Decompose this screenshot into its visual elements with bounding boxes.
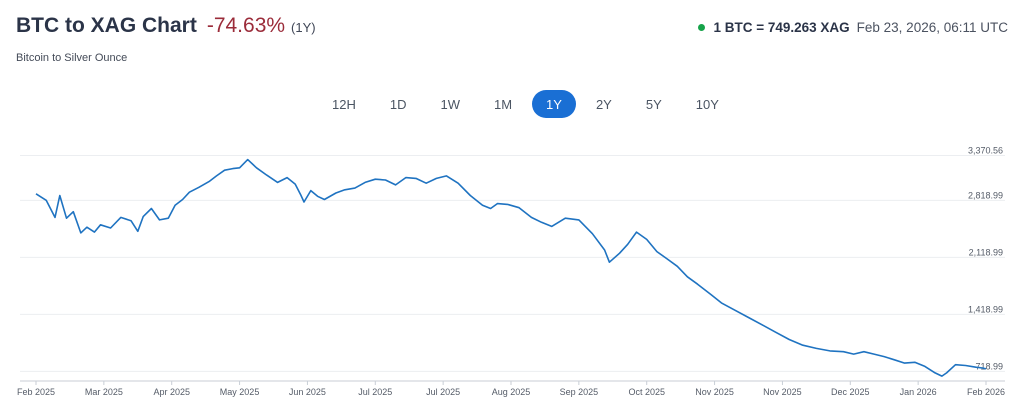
x-tick-label: Sep 2025: [560, 387, 599, 397]
range-button-1w[interactable]: 1W: [426, 90, 474, 118]
x-tick-label: Jul 2025: [426, 387, 460, 397]
range-button-1d[interactable]: 1D: [376, 90, 421, 118]
x-tick-label: Feb 2026: [967, 387, 1005, 397]
x-axis: Feb 2025 Mar 2025 Apr 2025 May 2025 Jun 2025…: [17, 380, 1005, 397]
range-button-5y[interactable]: 5Y: [632, 90, 676, 118]
range-button-12h[interactable]: 12H: [318, 90, 370, 118]
x-tick-label: May 2025: [220, 387, 260, 397]
x-tick-label: Aug 2025: [492, 387, 531, 397]
chart-grid: [20, 155, 1005, 372]
x-tick-label: Mar 2025: [85, 387, 123, 397]
chart-header: BTC to XAG Chart -74.63% (1Y): [16, 14, 316, 38]
rate-info: 1 BTC = 749.263 XAG Feb 23, 2026, 06:11 …: [698, 20, 1008, 35]
page-title: BTC to XAG Chart: [16, 14, 197, 37]
rate-timestamp: Feb 23, 2026, 06:11 UTC: [856, 20, 1008, 35]
x-tick-label: Jan 2026: [900, 387, 937, 397]
rate-value: 1 BTC = 749.263 XAG: [713, 20, 850, 35]
percent-change: -74.63%: [206, 14, 286, 37]
x-tick-label: Jul 2025: [358, 387, 392, 397]
range-button-1m[interactable]: 1M: [480, 90, 526, 118]
period-label: (1Y): [291, 20, 316, 35]
x-tick-label: Oct 2025: [628, 387, 665, 397]
range-selector: 12H 1D 1W 1M 1Y 2Y 5Y 10Y: [318, 90, 739, 118]
x-tick-label: Dec 2025: [831, 387, 870, 397]
y-tick-label: 1,418.99: [968, 304, 1003, 314]
series-line: [35, 158, 987, 377]
live-status-icon: [698, 24, 706, 31]
page-subtitle: Bitcoin to Silver Ounce: [16, 52, 128, 64]
y-tick-label: 3,370.56: [968, 146, 1003, 156]
range-button-1y[interactable]: 1Y: [532, 90, 576, 118]
range-button-10y[interactable]: 10Y: [682, 90, 733, 118]
y-tick-label: 718.99: [975, 361, 1003, 371]
x-tick-label: Apr 2025: [153, 387, 190, 397]
x-tick-label: Jun 2025: [289, 387, 326, 397]
x-tick-label: Nov 2025: [695, 387, 734, 397]
x-tick-label: Nov 2025: [763, 387, 802, 397]
y-axis: 3,370.56 2,818.99 2,118.99 1,418.99 718.99: [968, 146, 1003, 372]
y-tick-label: 2,118.99: [969, 247, 1003, 257]
range-button-2y[interactable]: 2Y: [582, 90, 626, 118]
y-tick-label: 2,818.99: [968, 190, 1003, 200]
x-tick-label: Feb 2025: [17, 387, 55, 397]
